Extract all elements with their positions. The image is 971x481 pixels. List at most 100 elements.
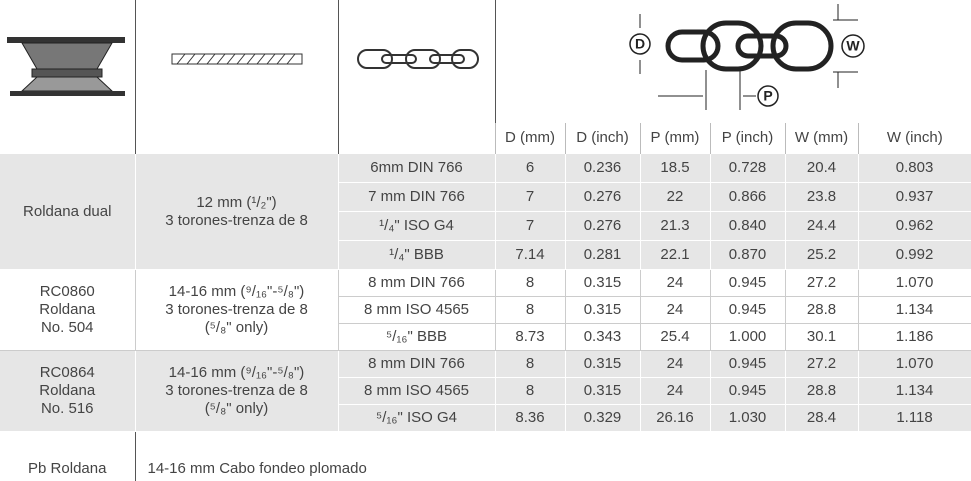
- value-cell: 7.14: [495, 241, 565, 270]
- value-cell: 23.8: [785, 183, 858, 212]
- blank: [135, 123, 338, 154]
- column-header: W (mm): [785, 123, 858, 154]
- value-cell: 1.134: [858, 378, 971, 405]
- column-header: W (inch): [858, 123, 971, 154]
- value-cell: 0.276: [565, 212, 640, 241]
- chain-type: 6mm DIN 766: [338, 154, 495, 183]
- chain-type: 8 mm ISO 4565: [338, 378, 495, 405]
- value-cell: 0.281: [565, 241, 640, 270]
- group-name-line: RC0860: [0, 283, 135, 301]
- diagram-label-w: W: [847, 38, 861, 54]
- value-cell: 8.36: [495, 405, 565, 432]
- value-cell: 8: [495, 378, 565, 405]
- group-name-line: No. 504: [0, 319, 135, 337]
- rope-spec-line: 3 torones-trenza de 8: [136, 212, 338, 230]
- value-cell: 0.962: [858, 212, 971, 241]
- rope-spec-line: 3 torones-trenza de 8: [136, 301, 338, 319]
- chain-type: 8 mm DIN 766: [338, 270, 495, 297]
- value-cell: 0.803: [858, 154, 971, 183]
- value-cell: 0.866: [710, 183, 785, 212]
- group-name-line: Roldana dual: [0, 203, 135, 221]
- value-cell: 25.4: [640, 324, 710, 351]
- value-cell: 6: [495, 154, 565, 183]
- rope-icon: [167, 49, 307, 69]
- value-cell: 1.118: [858, 405, 971, 432]
- value-cell: 24: [640, 270, 710, 297]
- footer-name: Pb Roldana: [0, 432, 135, 481]
- group-name: Roldana dual: [0, 154, 135, 270]
- rope-cell: [135, 0, 338, 123]
- value-cell: 18.5: [640, 154, 710, 183]
- chain-cell: [338, 0, 495, 123]
- group-name-line: Roldana: [0, 301, 135, 319]
- chain-type: 7 mm DIN 766: [338, 183, 495, 212]
- chain-type: 8 mm ISO 4565: [338, 297, 495, 324]
- value-cell: 26.16: [640, 405, 710, 432]
- value-cell: 0.315: [565, 351, 640, 378]
- rope-spec-line: 14-16 mm (⁹/₁₆"-⁵/₈"): [136, 364, 338, 382]
- value-cell: 25.2: [785, 241, 858, 270]
- value-cell: 28.8: [785, 297, 858, 324]
- column-header-row: D (mm)D (inch)P (mm)P (inch)W (mm)W (inc…: [0, 123, 971, 154]
- header-images: D W P: [0, 0, 971, 123]
- pulley-icon: [2, 19, 132, 99]
- value-cell: 8: [495, 297, 565, 324]
- value-cell: 1.030: [710, 405, 785, 432]
- value-cell: 0.870: [710, 241, 785, 270]
- blank: [0, 123, 135, 154]
- dimension-diagram-cell: D W P: [495, 0, 971, 123]
- value-cell: 0.937: [858, 183, 971, 212]
- value-cell: 0.992: [858, 241, 971, 270]
- footer-note: 14-16 mm Cabo fondeo plomado: [135, 432, 971, 481]
- value-cell: 0.276: [565, 183, 640, 212]
- value-cell: 28.8: [785, 378, 858, 405]
- value-cell: 28.4: [785, 405, 858, 432]
- value-cell: 24.4: [785, 212, 858, 241]
- column-header: D (mm): [495, 123, 565, 154]
- column-header: P (inch): [710, 123, 785, 154]
- value-cell: 22.1: [640, 241, 710, 270]
- diagram-label-p: P: [764, 88, 773, 104]
- value-cell: 7: [495, 212, 565, 241]
- value-cell: 8: [495, 351, 565, 378]
- value-cell: 24: [640, 297, 710, 324]
- value-cell: 0.945: [710, 270, 785, 297]
- chain-type: ¹/₄" ISO G4: [338, 212, 495, 241]
- value-cell: 22: [640, 183, 710, 212]
- column-header: D (inch): [565, 123, 640, 154]
- chain-type: ¹/₄" BBB: [338, 241, 495, 270]
- value-cell: 21.3: [640, 212, 710, 241]
- value-cell: 0.945: [710, 297, 785, 324]
- value-cell: 24: [640, 351, 710, 378]
- rope-spec-line: (⁵/₈" only): [136, 319, 338, 337]
- page: D W P D (mm)D (inch)P (mm)P (inch)W (mm)…: [0, 0, 971, 469]
- rope-spec: 14-16 mm (⁹/₁₆"-⁵/₈")3 torones-trenza de…: [135, 270, 338, 351]
- value-cell: 0.329: [565, 405, 640, 432]
- value-cell: 1.000: [710, 324, 785, 351]
- group-name-line: No. 516: [0, 400, 135, 418]
- rope-spec: 12 mm (¹/₂")3 torones-trenza de 8: [135, 154, 338, 270]
- value-cell: 1.070: [858, 270, 971, 297]
- value-cell: 0.343: [565, 324, 640, 351]
- group-name-line: RC0864: [0, 364, 135, 382]
- column-header: P (mm): [640, 123, 710, 154]
- rope-spec: 14-16 mm (⁹/₁₆"-⁵/₈")3 torones-trenza de…: [135, 351, 338, 432]
- value-cell: 8: [495, 270, 565, 297]
- blank: [338, 123, 495, 154]
- group-name-line: Roldana: [0, 382, 135, 400]
- value-cell: 1.186: [858, 324, 971, 351]
- chain-icon: [352, 44, 482, 74]
- value-cell: 1.134: [858, 297, 971, 324]
- value-cell: 7: [495, 183, 565, 212]
- value-cell: 0.315: [565, 297, 640, 324]
- value-cell: 0.315: [565, 270, 640, 297]
- chain-type: ⁵/₁₆" BBB: [338, 324, 495, 351]
- pulley-cell: [0, 0, 135, 123]
- value-cell: 27.2: [785, 270, 858, 297]
- rope-spec-line: 12 mm (¹/₂"): [136, 194, 338, 212]
